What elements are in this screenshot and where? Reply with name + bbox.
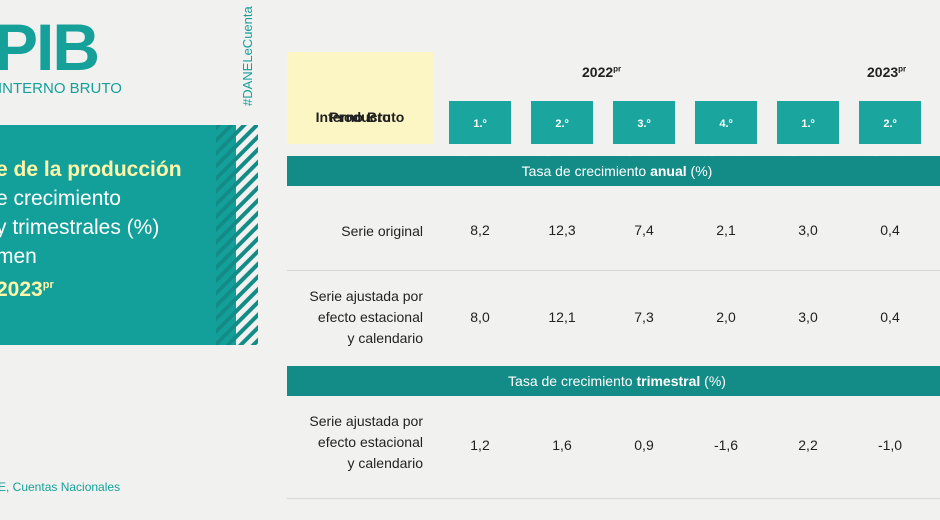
table-cell: 2,1 — [716, 222, 736, 238]
panel-line-2: e crecimiento — [0, 187, 121, 210]
table-cell: 2,2 — [798, 437, 818, 453]
table-corner-header: Producto Interno Bruto — [287, 52, 433, 144]
row-label: Serie original — [341, 223, 423, 239]
table-cell: 8,0 — [470, 309, 490, 325]
panel-line-5: 2023pr — [0, 278, 54, 301]
row-divider — [287, 498, 940, 499]
row-divider — [287, 270, 940, 271]
table-cell: 7,4 — [634, 222, 654, 238]
table-cell: 2,0 — [716, 309, 736, 325]
title-panel: e de la producción e crecimiento y trime… — [0, 125, 258, 345]
table-cell: 8,2 — [470, 222, 490, 238]
hatch-decoration — [216, 125, 258, 345]
quarter-header: 1.ºtrimestre — [449, 101, 511, 166]
year-2022: 2022pr — [582, 64, 622, 80]
panel-line-3: y trimestrales (%) — [0, 216, 160, 239]
year-2023: 2023pr — [867, 64, 907, 80]
quarter-header: 3.ºtrimestre — [613, 101, 675, 166]
table-cell: 12,1 — [548, 309, 576, 325]
logo-subtitle: INTERNO BRUTO — [0, 80, 122, 97]
table-cell: 0,9 — [634, 437, 654, 453]
band-annual: Tasa de crecimiento anual (%) — [287, 156, 940, 186]
table-cell: 1,6 — [552, 437, 572, 453]
quarter-header: 1.ºtrimestre — [777, 101, 839, 166]
table-cell: 12,3 — [548, 222, 576, 238]
quarter-header: 2.ºtrimestre — [859, 101, 921, 166]
table-cell: 3,0 — [798, 222, 818, 238]
pib-logo: PIB — [0, 10, 100, 84]
row-label: Serie ajustada por efecto estacional y c… — [309, 288, 423, 346]
panel-line-1: e de la producción — [0, 158, 182, 181]
table-cell: -1,0 — [877, 437, 903, 453]
source-note: E, Cuentas Nacionales — [0, 480, 121, 494]
hashtag-vertical: #DANELeCuenta — [240, 6, 255, 106]
table-cell: -1,6 — [713, 437, 739, 453]
quarter-header: 2.ºtrimestre — [531, 101, 593, 166]
table-cell: 0,4 — [880, 222, 900, 238]
row-label: Serie ajustada por efecto estacional y c… — [309, 413, 423, 471]
quarter-header: 4.ºtrimestre — [695, 101, 757, 166]
table-cell: 3,0 — [798, 309, 818, 325]
band-quarterly: Tasa de crecimiento trimestral (%) — [287, 366, 940, 396]
table-cell: 7,3 — [634, 309, 654, 325]
table-cell: 1,2 — [470, 437, 490, 453]
panel-line-4: men — [0, 245, 37, 268]
table-cell: 0,4 — [880, 309, 900, 325]
